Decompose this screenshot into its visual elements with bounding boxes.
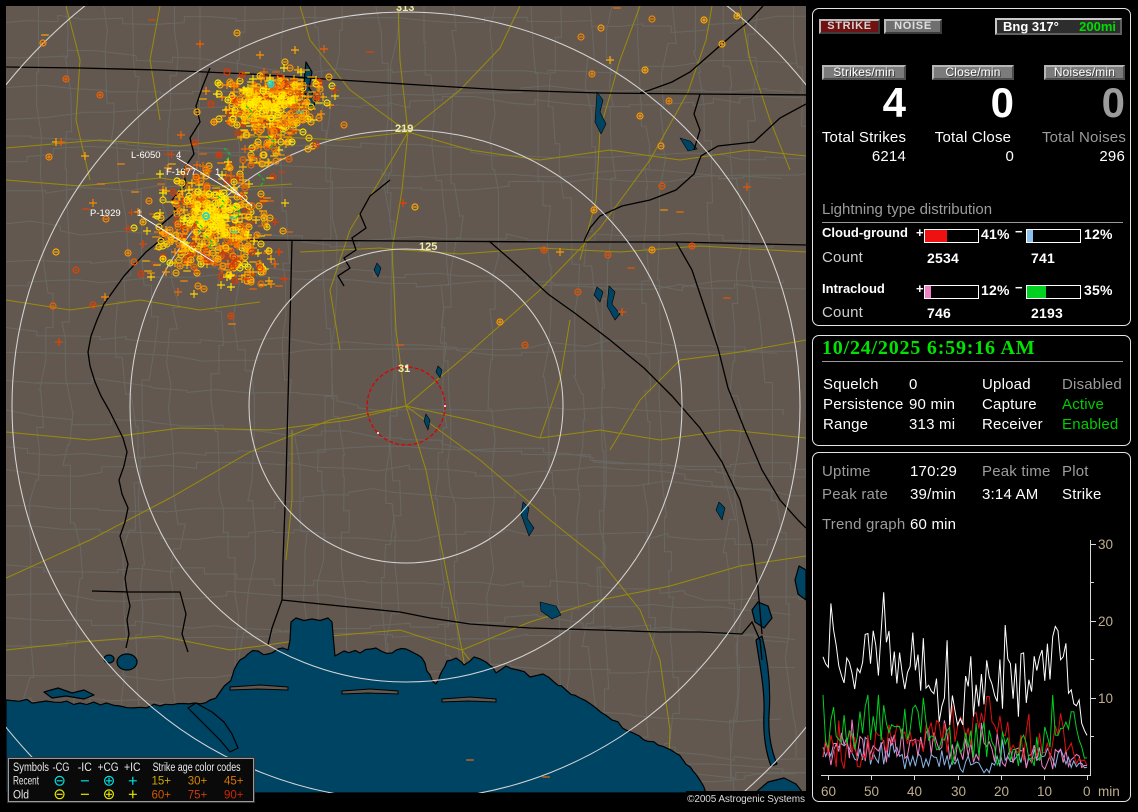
svg-text:90+: 90+ bbox=[224, 790, 244, 802]
svg-text:20: 20 bbox=[1098, 614, 1113, 629]
svg-text:60: 60 bbox=[821, 784, 836, 799]
svg-text:+CG: +CG bbox=[98, 762, 119, 774]
svg-text:-CG: -CG bbox=[53, 762, 70, 774]
svg-text:L-6050: L-6050 bbox=[131, 150, 161, 161]
svg-text:min: min bbox=[1098, 784, 1120, 799]
svg-text:+IC: +IC bbox=[124, 762, 141, 774]
svg-text:10: 10 bbox=[1098, 691, 1113, 706]
svg-text:Symbols: Symbols bbox=[13, 762, 49, 774]
svg-text:31: 31 bbox=[398, 363, 410, 375]
svg-text:125: 125 bbox=[419, 241, 437, 253]
svg-text:20: 20 bbox=[994, 784, 1009, 799]
svg-text:Old: Old bbox=[13, 790, 29, 802]
svg-text:0: 0 bbox=[1083, 784, 1091, 799]
svg-text:4: 4 bbox=[176, 150, 181, 161]
svg-text:30+: 30+ bbox=[188, 776, 208, 788]
svg-text:F-1677: F-1677 bbox=[166, 167, 196, 178]
svg-text:45+: 45+ bbox=[224, 776, 244, 788]
svg-text:219: 219 bbox=[395, 123, 413, 135]
svg-text:Strike age color codes: Strike age color codes bbox=[153, 762, 241, 774]
svg-text:75+: 75+ bbox=[188, 790, 208, 802]
svg-text:P-1929: P-1929 bbox=[90, 208, 121, 219]
svg-text:313: 313 bbox=[396, 6, 414, 14]
svg-text:60+: 60+ bbox=[152, 790, 172, 802]
svg-text:1: 1 bbox=[215, 167, 220, 178]
svg-text:1: 1 bbox=[137, 208, 142, 219]
svg-text:10: 10 bbox=[1037, 784, 1052, 799]
svg-text:-IC: -IC bbox=[78, 762, 92, 774]
svg-text:40: 40 bbox=[907, 784, 922, 799]
svg-text:30: 30 bbox=[1098, 537, 1113, 552]
svg-text:15+: 15+ bbox=[152, 776, 172, 788]
svg-text:Recent: Recent bbox=[13, 776, 40, 788]
svg-text:30: 30 bbox=[951, 784, 966, 799]
svg-text:50: 50 bbox=[864, 784, 879, 799]
